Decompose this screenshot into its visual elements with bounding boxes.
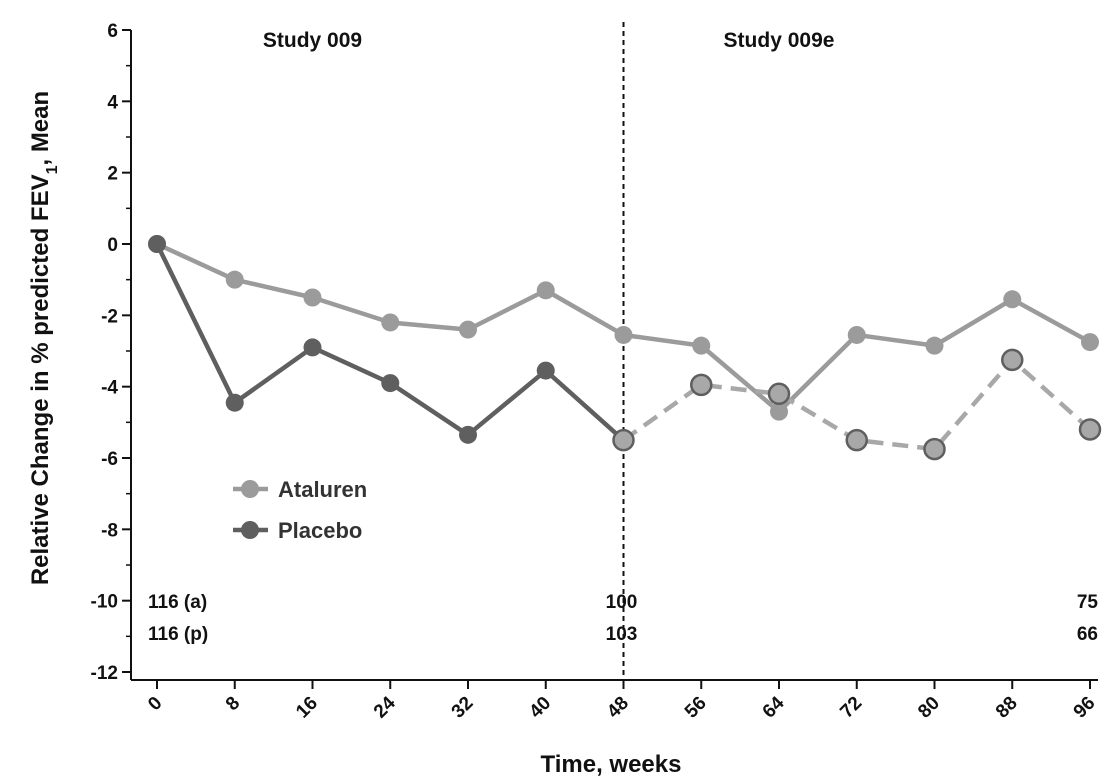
- placebo-point: [690, 373, 713, 397]
- ataluren-point: [925, 336, 944, 355]
- legend-ataluren-marker: [241, 480, 259, 498]
- x-tick-label: 32: [448, 693, 478, 723]
- y-tick-label: 0: [107, 235, 118, 256]
- x-tick-label: 48: [603, 693, 633, 723]
- y-tick-label: -8: [101, 520, 118, 541]
- legend-placebo-marker: [241, 521, 259, 539]
- y-tick-label: -6: [101, 449, 118, 470]
- x-axis-title: Time, weeks: [541, 751, 682, 778]
- y-tick-label: -12: [91, 663, 118, 684]
- n-label: 66: [1077, 624, 1098, 645]
- ataluren-point: [1003, 290, 1022, 309]
- x-tick-label: 72: [836, 693, 866, 723]
- y-tick-label: -4: [101, 378, 118, 399]
- placebo-point: [225, 393, 244, 412]
- y-tick-label: 4: [107, 92, 118, 113]
- series-points: [148, 235, 1102, 461]
- legend-placebo-label: Placebo: [278, 518, 362, 543]
- x-tick-label: 24: [370, 692, 400, 722]
- x-tick-label: 8: [222, 693, 244, 715]
- ataluren-point: [1081, 333, 1099, 352]
- ataluren-point: [225, 270, 244, 289]
- n-label: 116 (a): [148, 592, 207, 613]
- placebo-point: [767, 382, 791, 406]
- y-tick-label: 2: [107, 164, 118, 185]
- placebo-point: [923, 437, 946, 461]
- placebo-point: [459, 425, 477, 444]
- y-axis-title-tail: , Mean: [27, 91, 54, 166]
- placebo-point: [1078, 418, 1102, 441]
- ataluren-point: [770, 402, 788, 421]
- x-tick-label: 64: [759, 692, 789, 722]
- x-tick-label: 0: [144, 693, 166, 715]
- ataluren-point: [614, 325, 633, 344]
- placebo-point: [381, 374, 400, 393]
- n-label: 116 (p): [148, 624, 208, 645]
- study-label: Study 009: [263, 29, 362, 52]
- placebo-point: [536, 361, 555, 380]
- legend-ataluren-label: Ataluren: [278, 477, 367, 502]
- x-tick-label: 56: [681, 693, 711, 723]
- x-tick-label: 40: [525, 693, 555, 723]
- study-label: Study 009e: [724, 29, 835, 52]
- placebo-point: [148, 235, 166, 253]
- x-tick-label: 88: [992, 693, 1022, 723]
- placebo-point: [1001, 348, 1024, 372]
- placebo-line: [154, 243, 626, 442]
- x-tick-label: 96: [1070, 693, 1100, 723]
- y-tick-label: -10: [91, 592, 118, 613]
- placebo-point: [612, 428, 635, 452]
- ataluren-point: [847, 325, 866, 344]
- y-axis-title-subscript: 1: [44, 165, 61, 174]
- ataluren-point: [536, 281, 555, 300]
- y-axis-title: Relative Change in % predicted FEV1, Mea…: [27, 91, 61, 585]
- ataluren-point: [459, 320, 477, 339]
- n-label: 103: [606, 624, 638, 645]
- ataluren-point: [381, 313, 400, 332]
- y-tick-label: -2: [101, 306, 118, 327]
- y-tick-label: 6: [107, 21, 118, 42]
- x-tick-label: 16: [292, 693, 322, 723]
- ataluren-point: [303, 288, 322, 307]
- n-label: 75: [1077, 592, 1099, 613]
- ataluren-point: [692, 336, 711, 355]
- placebo-point: [845, 428, 868, 452]
- placebo-point: [303, 338, 322, 357]
- x-tick-label: 80: [914, 693, 944, 723]
- n-label: 100: [606, 592, 638, 613]
- y-axis-title-main: Relative Change in % predicted FEV: [27, 174, 54, 585]
- chart-labels: Study 009 Study 009e Ataluren Placebo 116 (a…: [148, 29, 1098, 645]
